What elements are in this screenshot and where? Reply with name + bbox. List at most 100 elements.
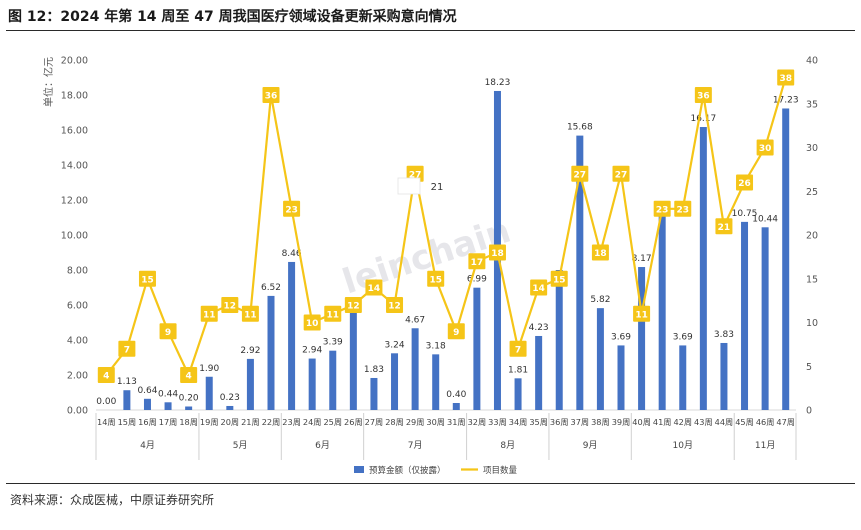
left-tick-label: 16.00: [61, 126, 88, 137]
left-tick-label: 10.00: [61, 231, 88, 242]
bar: [638, 267, 646, 410]
x-tick-label: 34周: [509, 417, 528, 427]
bar-value-label: 8.46: [282, 249, 302, 259]
line-value-label: 15: [553, 275, 566, 285]
bar-value-label: 8.17: [632, 254, 652, 264]
figure-title: 图 12：2024 年第 14 周至 47 周我国医疗领域设备更新采购意向情况: [8, 9, 457, 25]
left-tick-label: 12.00: [61, 196, 88, 207]
bar-value-label: 0.00: [96, 397, 116, 407]
bar-value-label: 1.90: [199, 364, 219, 374]
bar: [576, 135, 584, 410]
bar-value-label: 10.44: [752, 214, 778, 224]
line-point-marker: [365, 279, 383, 296]
bar: [596, 308, 604, 410]
bar-value-label: 0.44: [158, 389, 178, 399]
bar: [267, 295, 275, 410]
left-tick-label: 0.00: [67, 406, 88, 417]
x-tick-label: 20周: [221, 417, 240, 427]
line-point-marker: [97, 367, 115, 383]
line-value-label: 27: [409, 170, 422, 180]
x-tick-label: 19周: [200, 417, 219, 427]
bar-value-label: 15.68: [567, 123, 593, 133]
right-tick-label: 15: [806, 274, 818, 285]
bar-value-label: 5.82: [590, 295, 610, 305]
line-point-marker: [180, 367, 198, 383]
x-tick-label: 40周: [632, 417, 651, 427]
bar: [761, 227, 769, 410]
right-tick-label: 40: [806, 56, 818, 67]
left-tick-label: 6.00: [67, 301, 88, 312]
x-tick-label: 17周: [159, 417, 178, 427]
line-point-marker: [118, 340, 136, 357]
combo-chart: leinchain0.002.004.006.008.0010.0012.001…: [42, 56, 818, 477]
line-point-marker: [777, 69, 795, 86]
bar: [329, 350, 337, 410]
line-point-marker: [324, 305, 342, 322]
bar: [741, 221, 749, 410]
line-value-label: 30: [759, 144, 772, 154]
line-point-marker: [241, 305, 259, 322]
line-value-label: 7: [124, 345, 130, 355]
bar: [349, 300, 357, 410]
line-value-label: 36: [697, 92, 710, 102]
bar: [123, 390, 131, 410]
right-tick-label: 20: [806, 231, 818, 242]
x-tick-label: 25周: [323, 417, 342, 427]
left-tick-label: 2.00: [67, 371, 88, 382]
x-tick-label: 36周: [550, 417, 569, 427]
line-point-marker: [283, 200, 301, 217]
bar: [617, 345, 625, 410]
source-note: 资料来源：众成医械，中原证券研究所: [10, 493, 215, 507]
line-value-label: 11: [326, 310, 339, 320]
bar: [473, 287, 481, 410]
line-value-label: 12: [224, 302, 237, 312]
line-point-marker: [386, 297, 404, 313]
line-value-label: 27: [574, 170, 587, 180]
x-tick-label: 35周: [529, 417, 548, 427]
x-tick-label: 47周: [776, 417, 795, 427]
line-point-marker: [200, 305, 218, 322]
right-tick-label: 25: [806, 187, 818, 198]
x-tick-label: 26周: [344, 417, 363, 427]
bar-value-label: 3.69: [673, 332, 693, 342]
x-tick-label: 45周: [735, 417, 754, 427]
title-rule: [6, 30, 855, 31]
x-tick-label: 22周: [262, 417, 281, 427]
bar: [288, 261, 296, 410]
month-label: 9月: [583, 440, 598, 451]
line-point-marker: [447, 323, 465, 340]
line-value-label: 4: [186, 372, 192, 382]
line-point-marker: [756, 139, 774, 156]
legend-bar-swatch: [354, 466, 364, 473]
bar: [658, 203, 666, 410]
line-point-marker: [530, 279, 548, 296]
bar: [679, 345, 687, 410]
bar: [370, 377, 378, 410]
x-tick-label: 27周: [365, 417, 384, 427]
x-tick-label: 21周: [241, 417, 260, 427]
bar-value-label: 16.17: [690, 114, 716, 124]
bar-value-label: 0.23: [220, 393, 240, 403]
x-tick-label: 42周: [673, 417, 692, 427]
bar: [535, 335, 543, 410]
line-value-label: 36: [265, 92, 278, 102]
line-value-label: 9: [453, 328, 459, 338]
bar-value-label: 3.83: [714, 330, 734, 340]
bar-value-label: 6.52: [261, 283, 281, 293]
x-tick-label: 15周: [118, 417, 137, 427]
left-tick-label: 14.00: [61, 161, 88, 172]
line-value-label: 14: [368, 284, 381, 294]
x-tick-label: 16周: [138, 417, 157, 427]
bar-value-label: 3.69: [611, 332, 631, 342]
x-tick-label: 43周: [694, 417, 713, 427]
line-point-marker: [138, 270, 156, 287]
line-point-marker: [612, 165, 630, 182]
bar: [143, 398, 151, 410]
line-value-label: 23: [656, 205, 669, 215]
x-tick-label: 14周: [97, 417, 116, 427]
bar: [720, 342, 728, 410]
line-value-label: 9: [165, 328, 171, 338]
bar-value-label: 0.40: [446, 390, 466, 400]
bar-value-label: 3.18: [426, 341, 446, 351]
x-tick-label: 38周: [591, 417, 610, 427]
